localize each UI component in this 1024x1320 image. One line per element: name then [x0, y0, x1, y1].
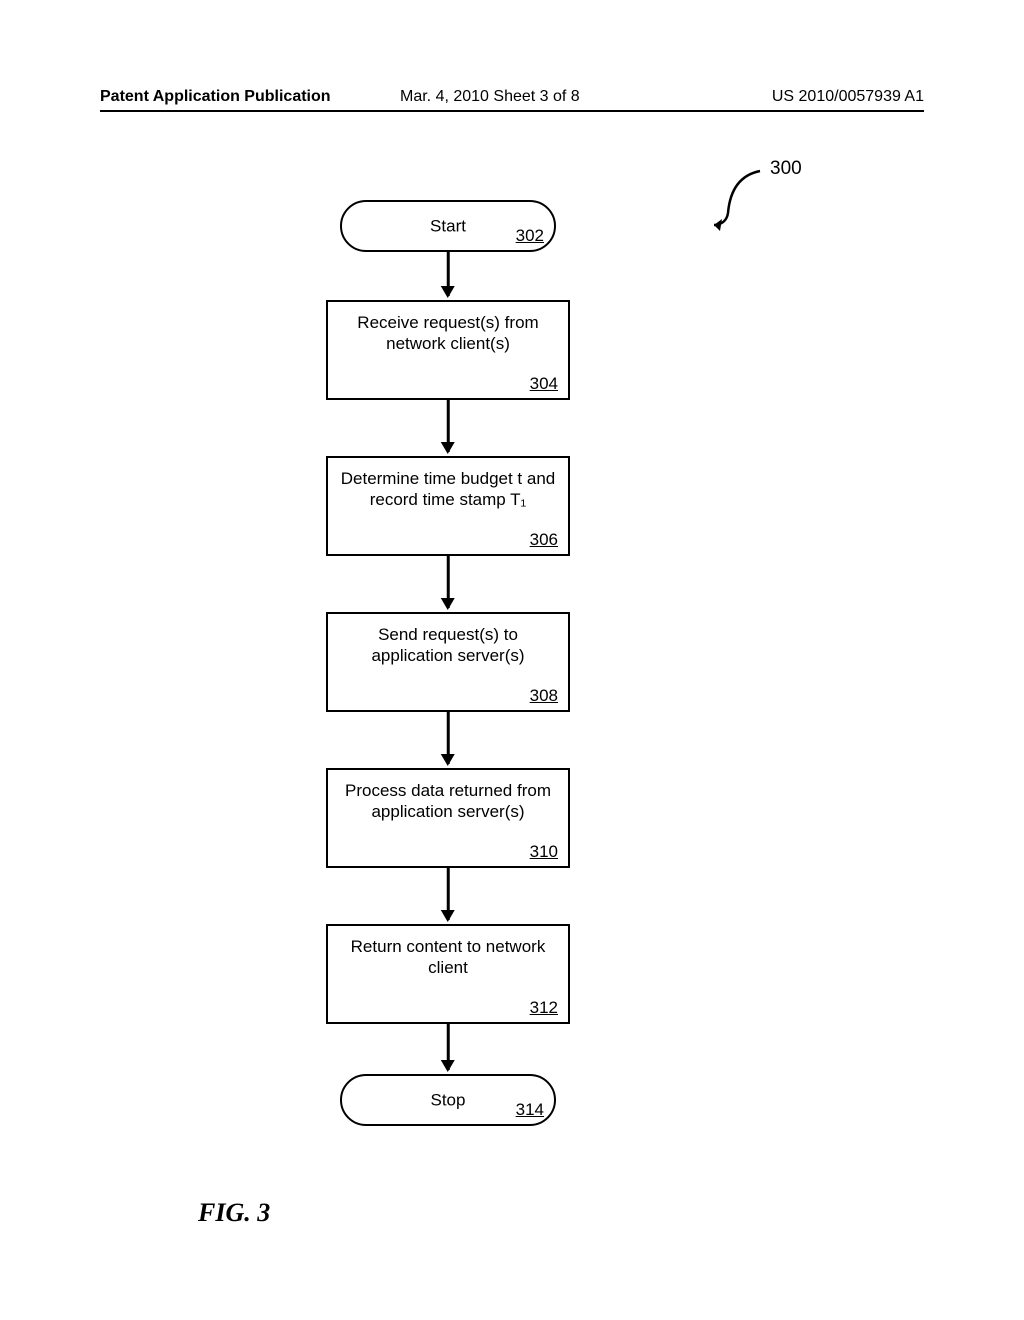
node-return-content: Return content to network client 312	[326, 924, 570, 1024]
edge-308-310	[447, 712, 450, 764]
flowchart: 300 Start 302 Receive request(s) from ne…	[0, 0, 1024, 1320]
node-determine-budget-ref: 306	[530, 530, 558, 550]
node-stop-ref: 314	[516, 1100, 544, 1120]
node-send-requests: Send request(s) to application server(s)…	[326, 612, 570, 712]
figure-caption: FIG. 3	[198, 1198, 270, 1228]
callout-curve-icon	[700, 165, 770, 235]
node-determine-budget: Determine time budget t and record time …	[326, 456, 570, 556]
node-process-data-label: Process data returned from application s…	[328, 780, 568, 823]
node-process-data: Process data returned from application s…	[326, 768, 570, 868]
edge-302-304	[447, 252, 450, 296]
node-start: Start 302	[340, 200, 556, 252]
edge-306-308	[447, 556, 450, 608]
edge-310-312	[447, 868, 450, 920]
node-start-ref: 302	[516, 226, 544, 246]
callout-label-300: 300	[770, 158, 802, 180]
node-process-data-ref: 310	[530, 842, 558, 862]
node-return-content-ref: 312	[530, 998, 558, 1018]
page: Patent Application Publication Mar. 4, 2…	[0, 0, 1024, 1320]
node-receive-requests-ref: 304	[530, 374, 558, 394]
node-receive-requests: Receive request(s) from network client(s…	[326, 300, 570, 400]
node-send-requests-label: Send request(s) to application server(s)	[328, 624, 568, 667]
node-determine-budget-label: Determine time budget t and record time …	[328, 468, 568, 511]
edge-304-306	[447, 400, 450, 452]
node-send-requests-ref: 308	[530, 686, 558, 706]
node-receive-requests-label: Receive request(s) from network client(s…	[328, 312, 568, 355]
node-stop: Stop 314	[340, 1074, 556, 1126]
node-return-content-label: Return content to network client	[328, 936, 568, 979]
edge-312-314	[447, 1024, 450, 1070]
